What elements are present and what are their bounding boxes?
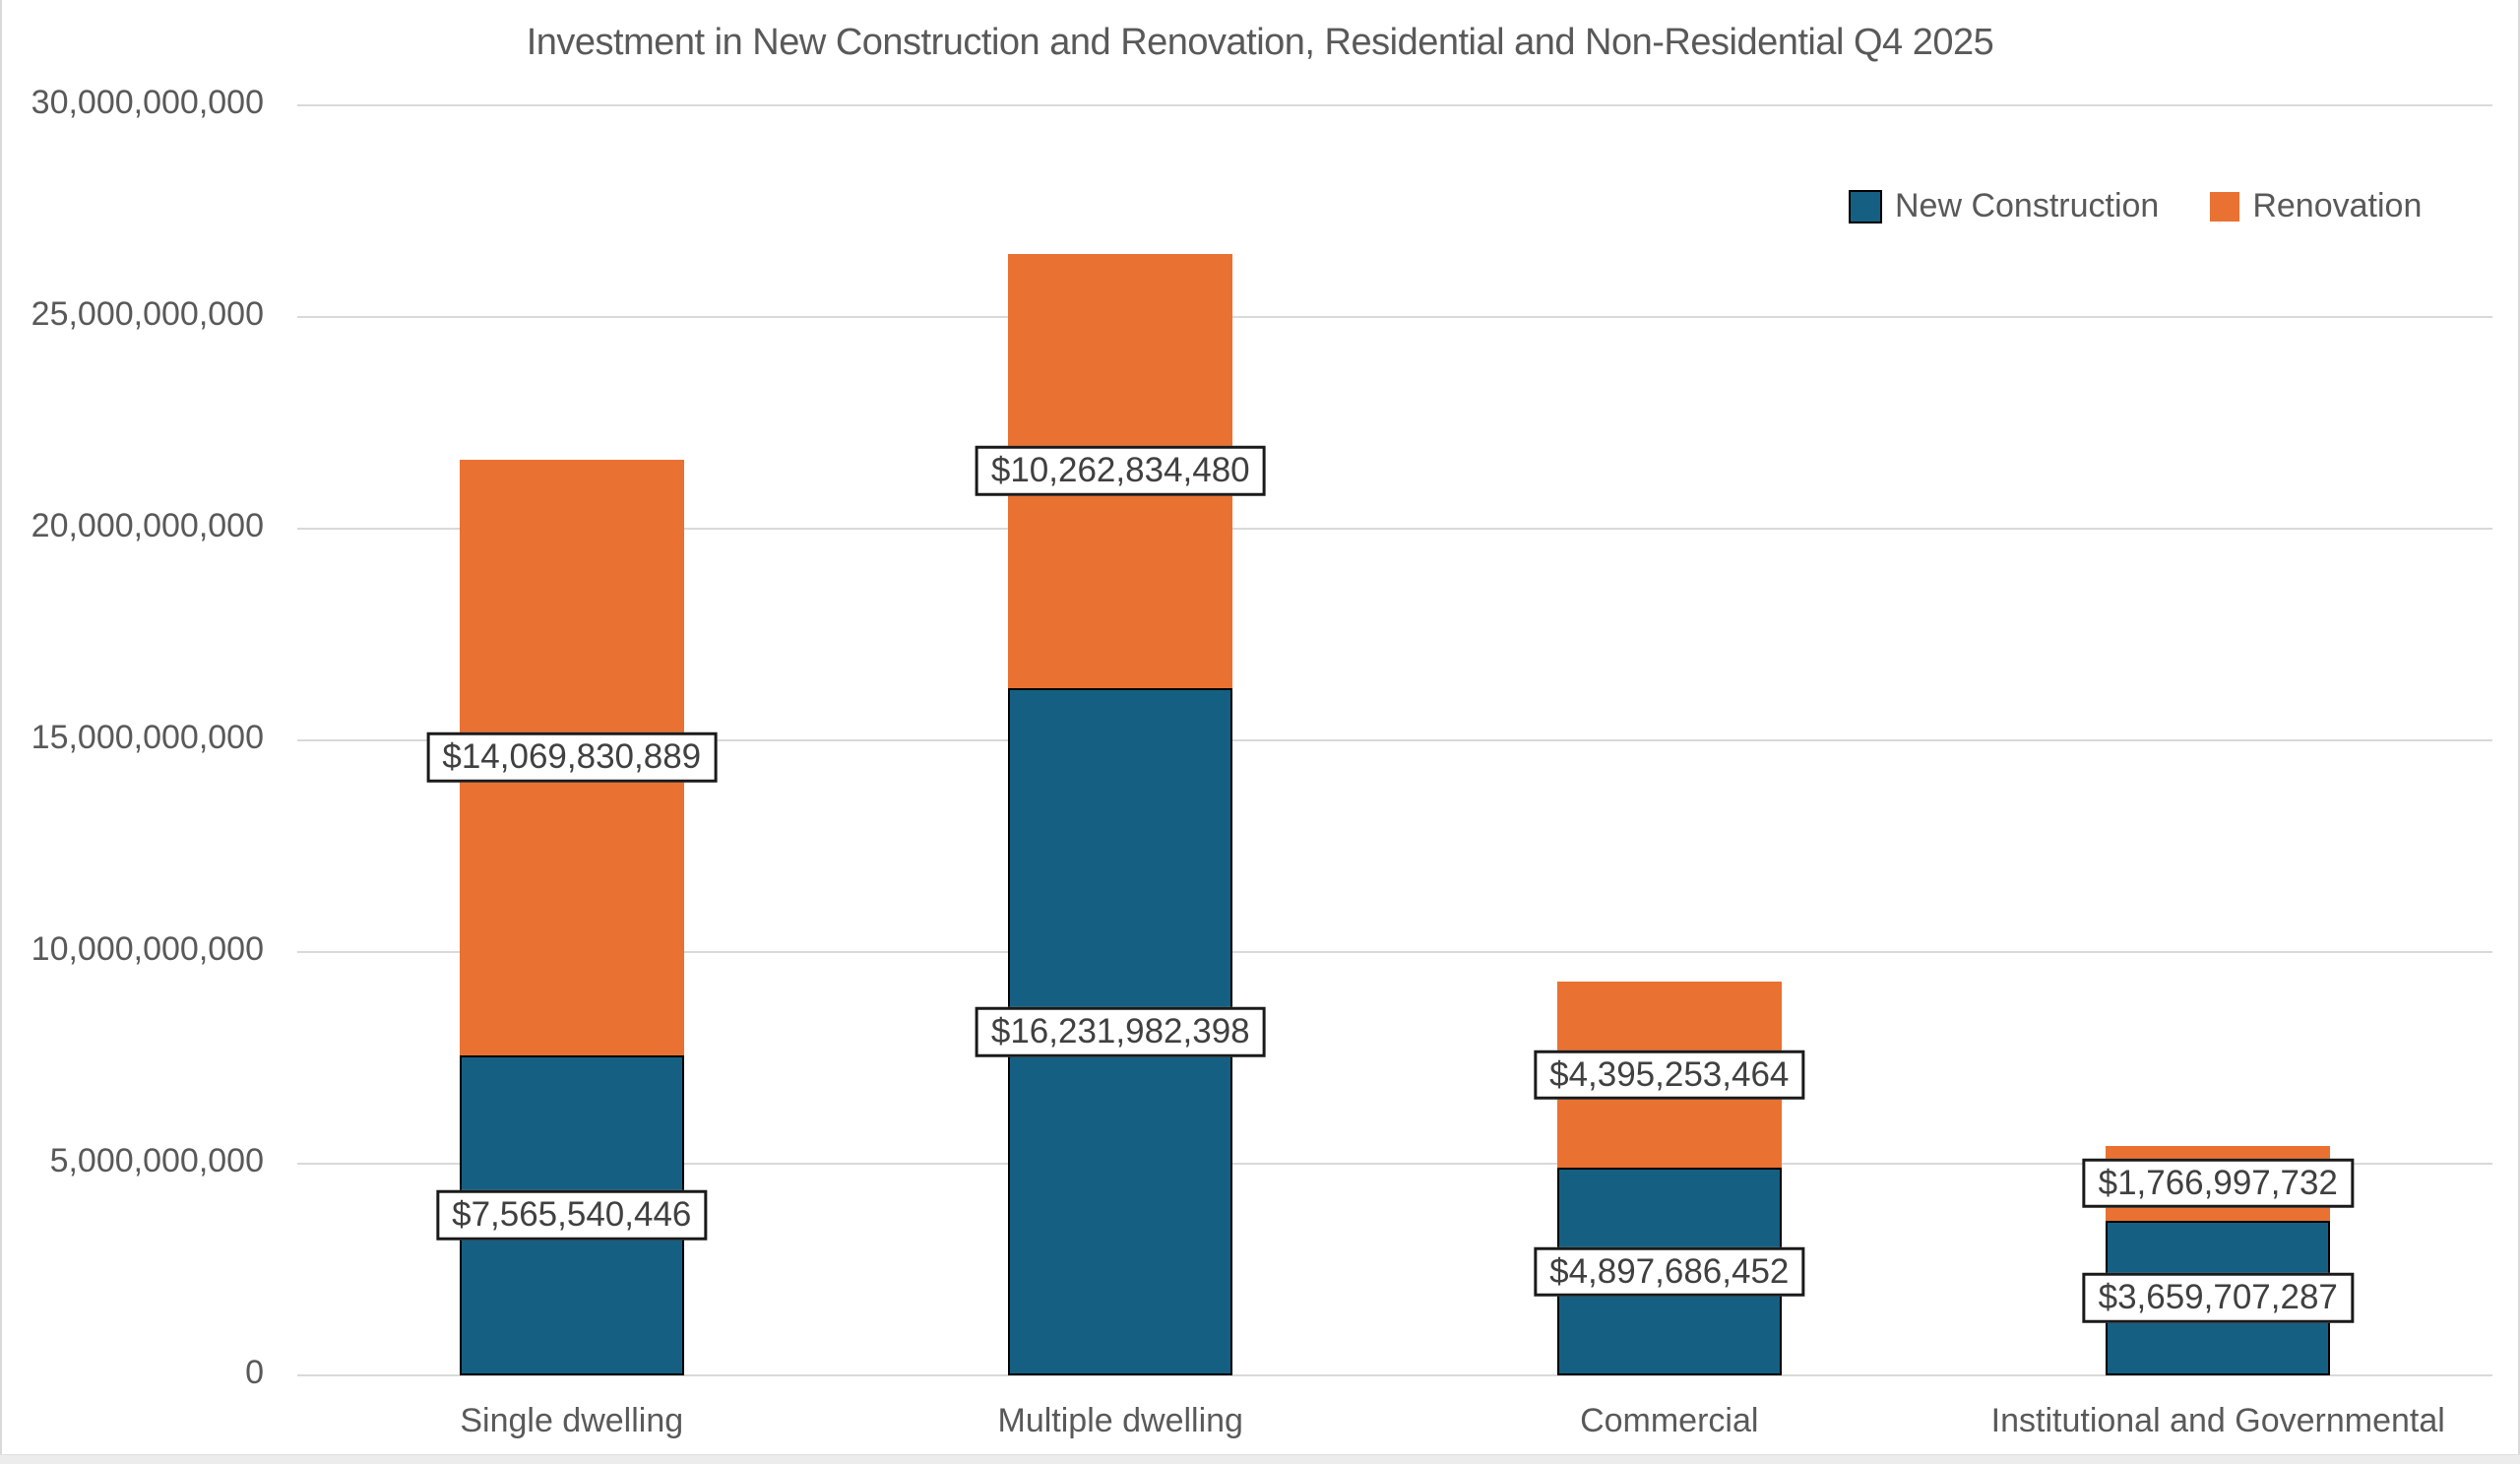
data-label-renovation[interactable]: $1,766,997,732	[2082, 1158, 2354, 1208]
renovation-swatch-icon	[2210, 191, 2240, 222]
gridline-0	[297, 1374, 2492, 1376]
legend-item-new-construction[interactable]: New Construction	[1849, 187, 2159, 225]
legend-label-renovation: Renovation	[2252, 187, 2423, 224]
data-label-renovation[interactable]: $4,395,253,464	[1534, 1050, 1805, 1101]
x-axis-category-label: Commercial	[1580, 1402, 1759, 1439]
data-label-new-construction[interactable]: $7,565,540,446	[436, 1190, 708, 1241]
y-axis-tick-label: 10,000,000,000	[31, 930, 264, 968]
legend-label-new-construction: New Construction	[1895, 187, 2160, 224]
gridline-25000000000	[297, 316, 2492, 318]
x-axis-category-label: Multiple dwelling	[997, 1402, 1243, 1439]
gridline-15000000000	[297, 739, 2492, 741]
data-label-new-construction[interactable]: $4,897,686,452	[1534, 1246, 1805, 1297]
y-axis-tick-label: 15,000,000,000	[31, 719, 264, 756]
window-bottom-edge	[0, 1454, 2520, 1464]
y-axis-tick-label: 20,000,000,000	[31, 507, 264, 544]
window-left-edge	[0, 0, 2, 1464]
chart-title[interactable]: Investment in New Construction and Renov…	[526, 22, 1994, 63]
y-axis-tick-label: 5,000,000,000	[49, 1142, 264, 1179]
chart-legend: New Construction Renovation	[1849, 187, 2422, 225]
data-label-new-construction[interactable]: $16,231,982,398	[975, 1006, 1266, 1057]
x-axis-category-label: Single dwelling	[460, 1402, 684, 1439]
gridline-5000000000	[297, 1163, 2492, 1165]
y-axis-tick-label: 30,000,000,000	[31, 84, 264, 121]
window-right-edge	[2518, 0, 2520, 1464]
new-construction-swatch-icon	[1849, 189, 1882, 223]
gridline-30000000000	[297, 104, 2492, 106]
gridline-10000000000	[297, 951, 2492, 953]
data-label-renovation[interactable]: $10,262,834,480	[975, 446, 1266, 496]
data-label-new-construction[interactable]: $3,659,707,287	[2082, 1273, 2354, 1323]
x-axis-category-label: Institutional and Governmental	[1990, 1402, 2445, 1439]
gridline-20000000000	[297, 528, 2492, 530]
y-axis-tick-label: 25,000,000,000	[31, 295, 264, 333]
y-axis-tick-label: 0	[245, 1354, 264, 1391]
data-label-renovation[interactable]: $14,069,830,889	[426, 732, 718, 783]
legend-item-renovation[interactable]: Renovation	[2210, 187, 2422, 225]
